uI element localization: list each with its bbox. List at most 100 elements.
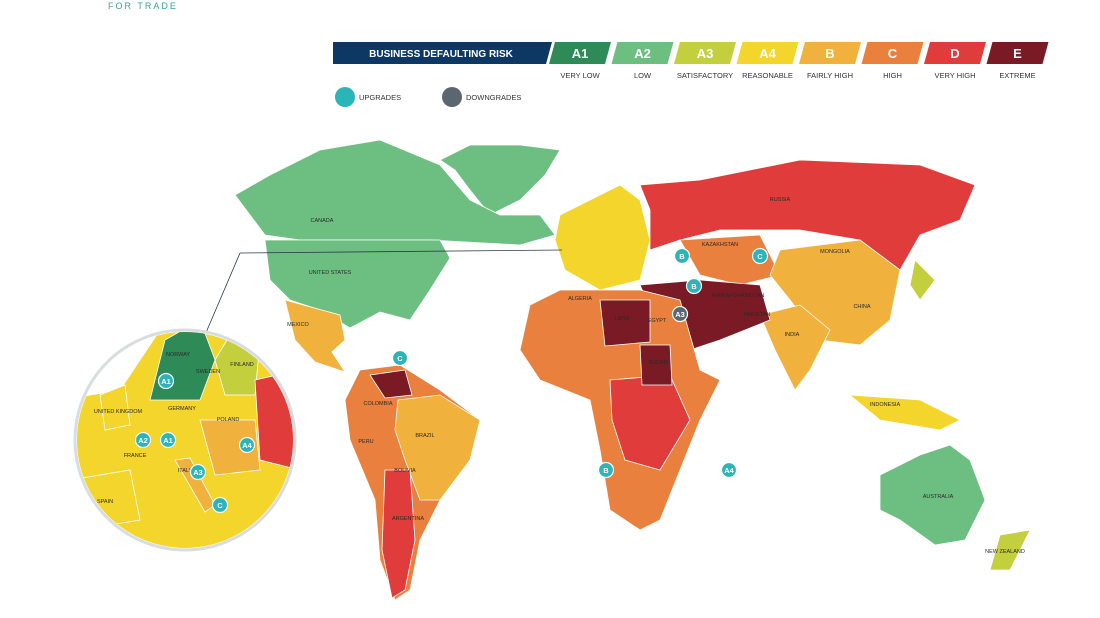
badge-grade: A3 (675, 310, 685, 319)
legend-code: A4 (759, 46, 776, 61)
legend-swatch (549, 42, 611, 64)
country-label: INDONESIA (870, 402, 901, 408)
country-label: BOLIVIA (394, 468, 416, 474)
badge-grade: A3 (193, 468, 203, 477)
europe (554, 184, 651, 291)
brand: FOR TRADE (108, 1, 178, 11)
legend-swatch (736, 42, 799, 64)
sudan (639, 344, 673, 386)
badge (597, 461, 615, 479)
country-label: FRANCE (124, 453, 147, 459)
badge-grade: A2 (138, 436, 148, 445)
badge (673, 247, 691, 265)
legend-swatch (924, 42, 986, 64)
inset-connector (204, 252, 241, 336)
legend-swatch (986, 42, 1049, 64)
country-label: POLAND (217, 417, 240, 423)
country-label: EGYPT (648, 318, 667, 324)
badge (751, 247, 769, 265)
country-label: AUSTRALIA (923, 494, 954, 500)
country-label: PAKISTAN (744, 312, 770, 318)
country-labels: CANADA UNITED STATES MEXICO BRAZIL COLOMBIA P… (94, 197, 1025, 555)
country-label: KAZAKHSTAN (702, 242, 738, 248)
country-label: MONGOLIA (820, 249, 850, 255)
country-label: NORWAY (166, 352, 190, 358)
badge (391, 349, 409, 367)
australia (879, 444, 986, 546)
badge-grade: C (757, 252, 763, 261)
country-label: ALGERIA (568, 296, 592, 302)
inset-central (199, 419, 261, 476)
legend-title-bar (333, 42, 552, 64)
legend-code: A1 (572, 46, 589, 61)
indicator-icon (442, 87, 462, 107)
badge-grade: A1 (163, 436, 173, 445)
badge-grade: C (217, 501, 223, 510)
legend-label: LOW (634, 71, 652, 80)
indonesia (848, 394, 961, 431)
sahara (599, 299, 651, 347)
country-label: INDIA (785, 332, 800, 338)
venezuela (369, 369, 413, 399)
country-label: SUDAN (648, 360, 667, 366)
legend-swatch (861, 42, 924, 64)
badge (134, 431, 152, 449)
badge (157, 372, 175, 390)
badge (238, 436, 256, 454)
legend-swatch (674, 42, 736, 64)
badge-grade: B (603, 466, 609, 475)
badge-grade: A1 (161, 377, 171, 386)
legend-label: VERY LOW (560, 71, 600, 80)
indicator-label: DOWNGRADES (466, 93, 521, 102)
country-label: UNITED STATES (309, 270, 352, 276)
country-label: COLOMBIA (363, 401, 392, 407)
world-map (234, 139, 1031, 601)
country-label: LIBYA (614, 316, 630, 322)
legend-code: A3 (697, 46, 714, 61)
legend-code: A2 (634, 46, 651, 61)
rating-changes: B C B A3 C B A4 A1 A2 A1 A4 A3 C (134, 247, 769, 514)
legend: BUSINESS DEFAULTING RISK A1 VERY LOW A2 LOW A… (333, 42, 1049, 107)
badge-grade: B (679, 252, 685, 261)
legend-code: E (1013, 46, 1022, 61)
china (769, 239, 901, 346)
country-label: IRAN (711, 293, 724, 299)
mexico (284, 299, 346, 373)
indicator-icon (335, 87, 355, 107)
country-label: CHINA (853, 304, 870, 310)
country-label: MEXICO (287, 322, 309, 328)
badge-grade: A4 (724, 466, 734, 475)
legend-swatch (799, 42, 861, 64)
legend-label: HIGH (883, 71, 902, 80)
new-zealand (989, 529, 1031, 571)
legend-swatch (611, 42, 674, 64)
country-label: UNITED KINGDOM (94, 409, 143, 415)
country-label: BRAZIL (415, 433, 434, 439)
country-label: SPAIN (97, 499, 113, 505)
country-label: GERMANY (168, 406, 196, 412)
badge (211, 496, 229, 514)
country-label: ARGENTINA (392, 516, 424, 522)
legend-code: C (888, 46, 898, 61)
legend-label: VERY HIGH (935, 71, 976, 80)
legend-label: FAIRLY HIGH (807, 71, 853, 80)
legend-code: D (950, 46, 959, 61)
country-label: CANADA (311, 218, 334, 224)
inset-uk (99, 384, 131, 431)
country-label: PERU (358, 439, 373, 445)
badge (685, 277, 703, 295)
inset-connector (239, 249, 563, 254)
india (759, 304, 831, 391)
legend-label: SATISFACTORY (677, 71, 733, 80)
country-label: AFGHANISTAN (726, 293, 765, 299)
badge-grade: C (397, 354, 403, 363)
chile-argentina (381, 469, 416, 599)
country-label: RUSSIA (770, 197, 791, 203)
europe-inset (77, 332, 293, 548)
country-label: SWEDEN (196, 369, 220, 375)
badge-grade: A4 (242, 441, 252, 450)
badge (720, 461, 738, 479)
legend-code: B (825, 46, 834, 61)
